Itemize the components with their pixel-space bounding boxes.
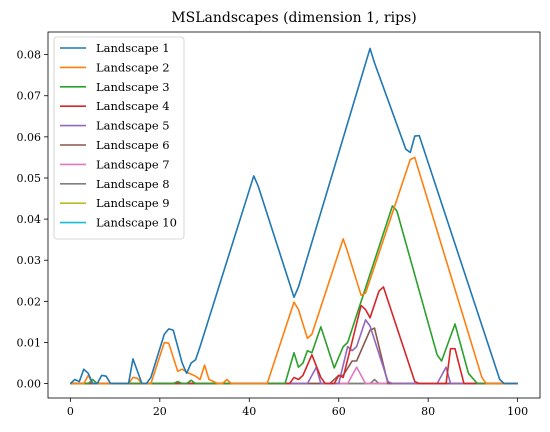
x-tick-label: 0 <box>67 405 74 418</box>
legend-label-4: Landscape 4 <box>96 99 170 113</box>
series-line-3 <box>70 205 518 385</box>
x-tick-label: 100 <box>507 405 528 418</box>
y-tick-label: 0.02 <box>17 295 42 308</box>
y-tick-label: 0.06 <box>17 131 42 144</box>
legend-label-5: Landscape 5 <box>96 119 170 133</box>
y-tick-label: 0.01 <box>17 336 42 349</box>
legend-label-3: Landscape 3 <box>96 80 170 94</box>
legend-label-7: Landscape 7 <box>96 157 170 171</box>
legend-label-2: Landscape 2 <box>96 60 170 74</box>
y-tick-label: 0.00 <box>17 378 42 391</box>
series-lines <box>69 47 518 385</box>
x-tick-label: 60 <box>332 405 346 418</box>
y-tick-label: 0.08 <box>17 49 42 62</box>
legend: Landscape 1 Landscape 2 Landscape 3 Landsca… <box>53 36 185 240</box>
x-tick-label: 40 <box>242 405 256 418</box>
y-axis: 0.00 0.01 0.02 0.03 0.04 0.05 0.06 0.07 0.08 <box>17 49 48 391</box>
series-line-2 <box>70 156 518 385</box>
series-line-1 <box>69 47 518 385</box>
x-axis: 0 20 40 60 80 100 <box>67 398 528 418</box>
legend-box <box>53 36 185 240</box>
legend-label-8: Landscape 8 <box>96 177 170 191</box>
y-tick-label: 0.07 <box>17 90 42 103</box>
legend-label-10: Landscape 10 <box>96 216 177 230</box>
y-tick-label: 0.05 <box>17 172 42 185</box>
legend-label-6: Landscape 6 <box>96 138 170 152</box>
y-tick-label: 0.04 <box>17 213 42 226</box>
series-line-4 <box>70 286 518 385</box>
y-tick-label: 0.03 <box>17 254 42 267</box>
plot-frame <box>47 31 541 399</box>
chart-title: MSLandscapes (dimension 1, rips) <box>171 10 416 26</box>
x-tick-label: 20 <box>153 405 167 418</box>
series-line-5 <box>70 319 518 385</box>
legend-label-1: Landscape 1 <box>96 41 170 55</box>
series-line-6 <box>70 327 518 385</box>
legend-label-9: Landscape 9 <box>96 196 170 210</box>
x-tick-label: 80 <box>421 405 435 418</box>
